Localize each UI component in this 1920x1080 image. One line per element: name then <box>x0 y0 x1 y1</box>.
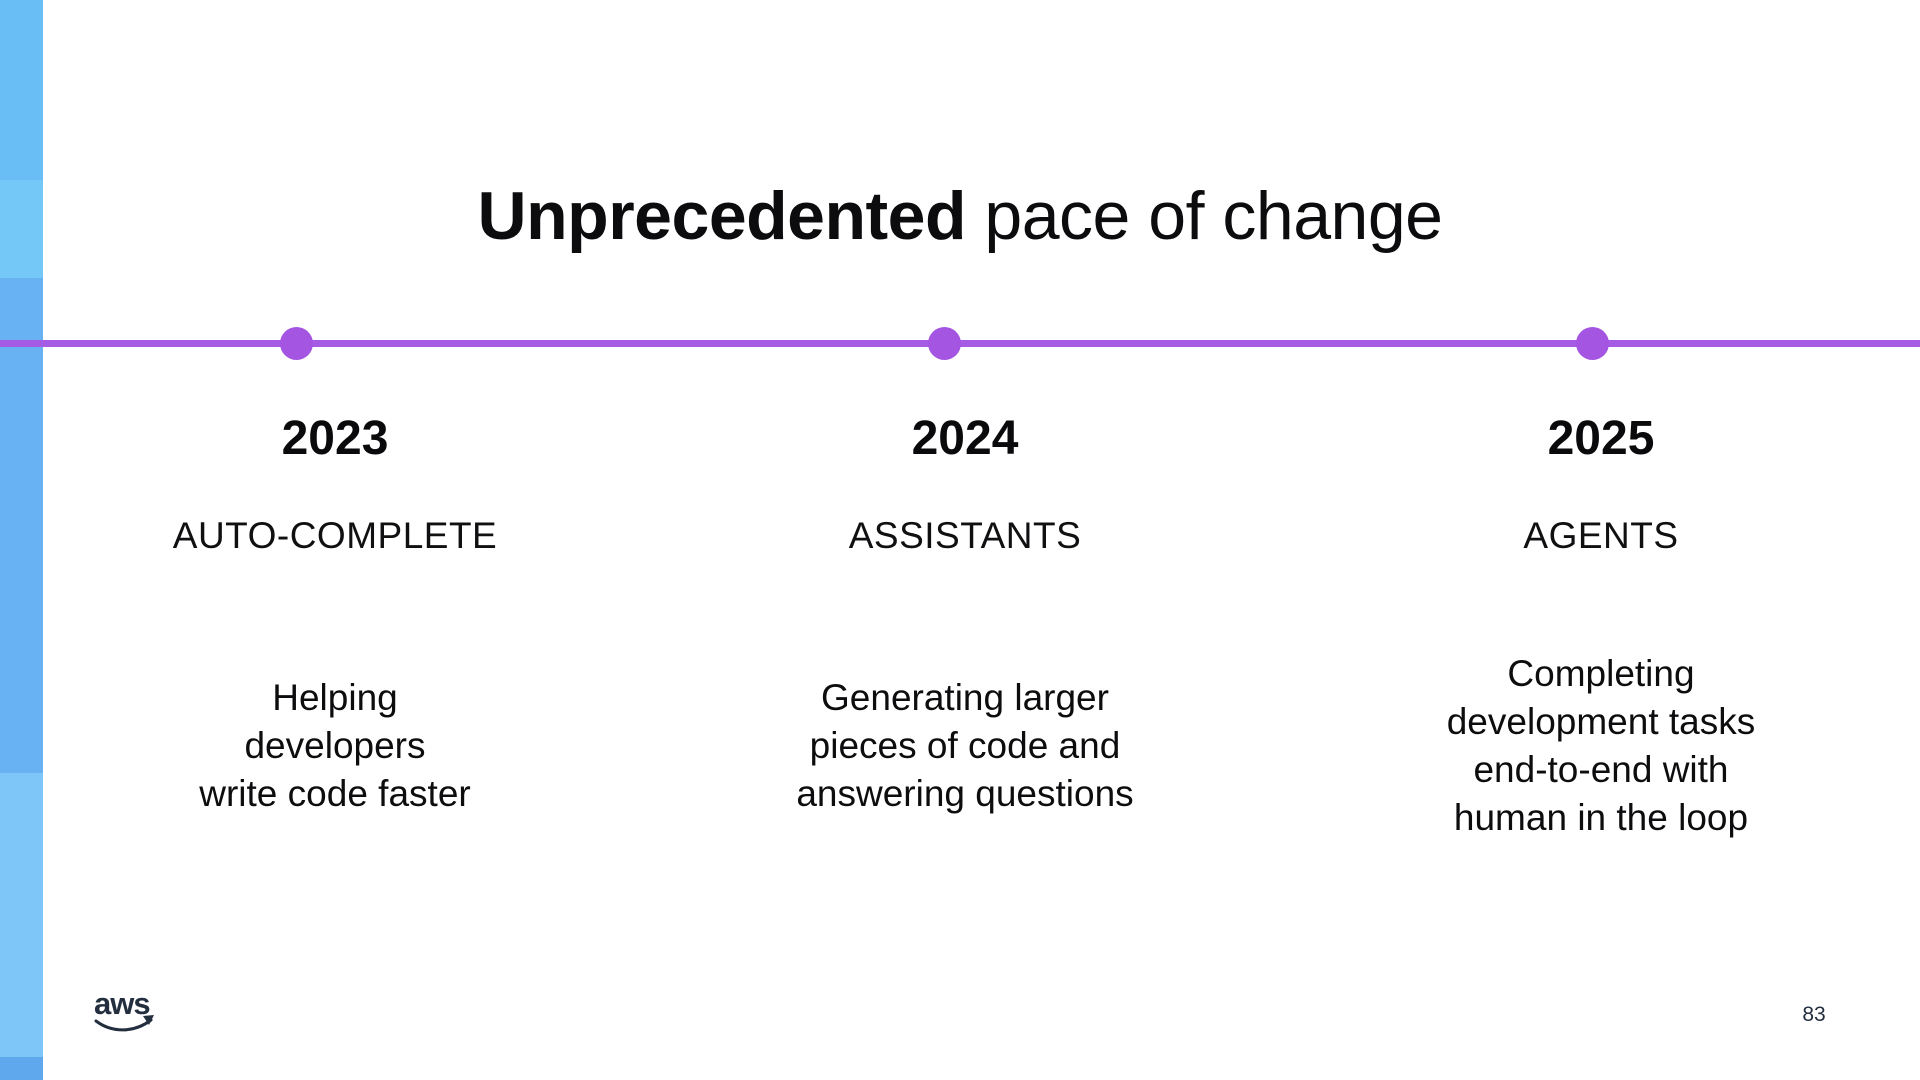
slide-title-emphasis: Unprecedented <box>477 177 967 254</box>
stripe-segment <box>0 1057 43 1080</box>
stripe-segment <box>0 278 43 773</box>
milestone-label: AUTO-COMPLETE <box>172 515 498 556</box>
milestone-year: 2023 <box>281 412 389 465</box>
timeline-dot-2024 <box>928 327 961 360</box>
aws-logo-text: aws <box>94 986 150 1021</box>
timeline-dot-2025 <box>1576 327 1609 360</box>
slide-title-rest: pace of change <box>966 177 1443 254</box>
aws-smile-icon <box>94 1018 153 1032</box>
aws-logo: aws <box>94 986 154 1032</box>
milestone-label: ASSISTANTS <box>848 515 1082 556</box>
milestone-description: Helping developers write code faster <box>199 677 471 814</box>
milestone-2025: 2025 AGENTS Completing development tasks… <box>1341 412 1861 846</box>
aws-smile-arrow-icon <box>143 1015 154 1025</box>
slide-title: Unprecedented pace of change <box>0 174 1920 258</box>
timeline-dot-2023 <box>280 327 313 360</box>
milestone-description: Generating larger pieces of code and ans… <box>796 677 1134 814</box>
stripe-segment <box>0 0 43 180</box>
left-accent-stripe <box>0 0 43 1080</box>
page-number: 83 <box>1802 1003 1826 1026</box>
milestone-year: 2025 <box>1547 412 1655 465</box>
milestone-description: Completing development tasks end-to-end … <box>1446 653 1756 838</box>
milestone-2023: 2023 AUTO-COMPLETE Helping developers wr… <box>75 412 595 846</box>
milestone-2024: 2024 ASSISTANTS Generating larger pieces… <box>705 412 1225 846</box>
stripe-segment <box>0 773 43 1057</box>
milestone-year: 2024 <box>911 412 1019 465</box>
stripe-segment <box>0 180 43 278</box>
milestone-label: AGENTS <box>1523 515 1679 556</box>
